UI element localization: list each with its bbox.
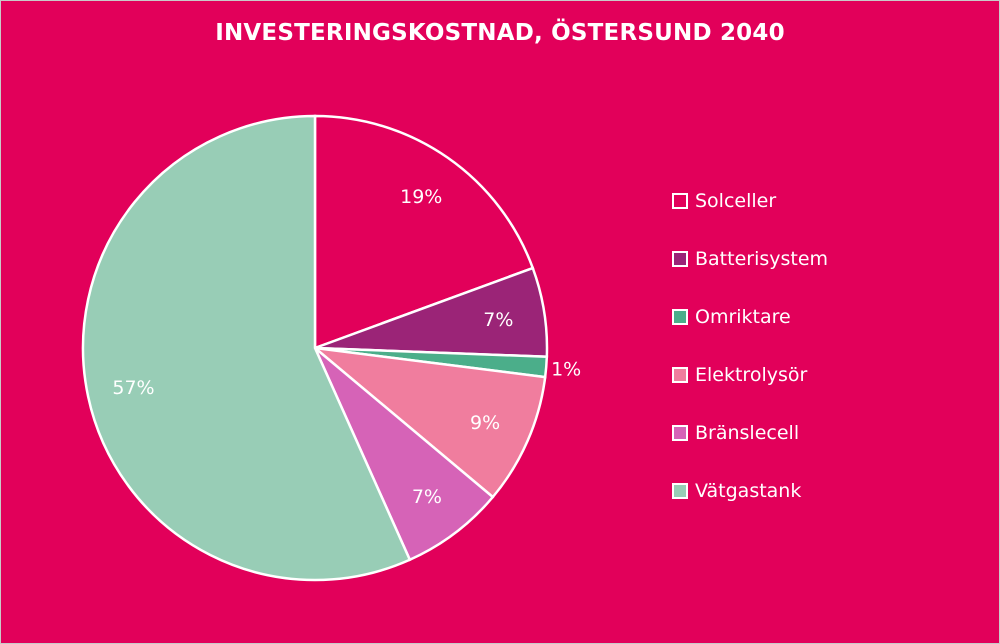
legend-swatch — [672, 367, 688, 383]
chart-title: INVESTERINGSKOSTNAD, ÖSTERSUND 2040 — [215, 20, 785, 46]
pie-slice-vätgastank — [81, 114, 412, 582]
data-label-batterisystem: 7% — [483, 309, 513, 331]
legend-label: Elektrolysör — [695, 364, 808, 386]
legend-swatch — [672, 425, 688, 441]
legend-label: Solceller — [695, 190, 777, 212]
legend: Solceller Batterisystem Omriktare Elektroly… — [672, 172, 828, 520]
legend-swatch — [672, 483, 688, 499]
legend-label: Vätgastank — [695, 480, 802, 502]
pie-slice-elektrolysör — [310, 346, 547, 499]
legend-item: Bränslecell — [672, 404, 828, 462]
pie-slice-bränslecell — [313, 347, 495, 562]
legend-item: Batterisystem — [672, 230, 828, 288]
legend-label: Bränslecell — [695, 422, 800, 444]
legend-label: Batterisystem — [695, 248, 829, 270]
data-label-elektrolysör: 9% — [470, 412, 500, 434]
data-label-bränslecell: 7% — [412, 486, 442, 508]
legend-swatch — [672, 251, 688, 267]
data-label-omriktare: 1% — [551, 359, 581, 381]
legend-item: Solceller — [672, 172, 828, 230]
pie-slice-solceller — [313, 114, 535, 350]
legend-item: Omriktare — [672, 288, 828, 346]
legend-item: Vätgastank — [672, 462, 828, 520]
legend-label: Omriktare — [695, 306, 791, 328]
legend-swatch — [672, 193, 688, 209]
data-label-solceller: 19% — [400, 186, 442, 208]
legend-item: Elektrolysör — [672, 346, 828, 404]
legend-swatch — [672, 309, 688, 325]
data-label-vätgastank: 57% — [112, 377, 154, 399]
